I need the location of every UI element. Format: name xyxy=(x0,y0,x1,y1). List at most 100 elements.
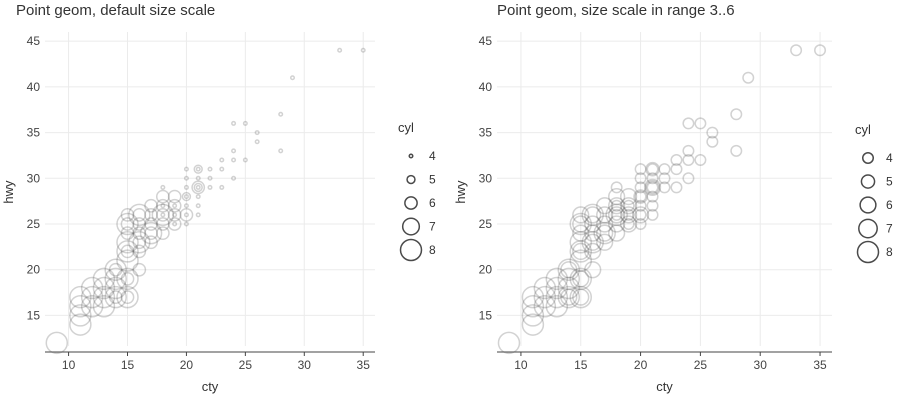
y-tick-label: 45 xyxy=(479,34,493,48)
data-point xyxy=(584,224,602,242)
data-point xyxy=(572,270,590,288)
data-point xyxy=(584,261,602,279)
y-tick-label: 25 xyxy=(479,217,493,231)
data-point xyxy=(814,44,827,57)
legend-label: 5 xyxy=(886,175,893,189)
legend-key-circle xyxy=(858,218,878,239)
data-point xyxy=(183,221,189,227)
data-point xyxy=(139,221,163,245)
data-point xyxy=(569,249,592,272)
data-point xyxy=(596,197,614,215)
data-point xyxy=(155,226,170,241)
data-point xyxy=(155,198,170,213)
legend-key-circle xyxy=(860,174,876,189)
data-point xyxy=(116,231,139,254)
data-point xyxy=(682,172,695,185)
data-point xyxy=(572,215,590,233)
x-tick-label: 15 xyxy=(574,358,588,372)
data-point xyxy=(584,215,602,233)
data-point xyxy=(195,194,201,200)
data-point xyxy=(183,184,189,190)
y-tick-label: 30 xyxy=(479,171,493,185)
data-point xyxy=(646,163,659,176)
data-point xyxy=(569,240,592,263)
data-point xyxy=(572,242,590,261)
y-tick-label: 40 xyxy=(27,80,41,94)
data-point xyxy=(116,267,139,291)
data-point xyxy=(634,208,647,221)
data-point xyxy=(572,224,590,242)
data-point xyxy=(572,206,590,224)
data-point xyxy=(593,221,616,245)
y-tick-label: 35 xyxy=(479,126,493,140)
y-tick-label: 25 xyxy=(27,217,41,231)
data-point xyxy=(730,144,743,157)
data-point xyxy=(183,194,189,200)
legend-key-circle xyxy=(401,217,421,236)
data-point xyxy=(634,172,647,185)
data-point xyxy=(633,189,648,204)
data-point xyxy=(155,217,170,231)
data-point xyxy=(242,120,248,126)
data-point xyxy=(254,139,260,145)
data-point xyxy=(290,75,295,81)
data-point xyxy=(167,207,182,222)
x-tick-label: 25 xyxy=(694,358,708,372)
legend-key-circle xyxy=(404,196,418,210)
data-point xyxy=(172,203,178,209)
data-point xyxy=(694,154,707,166)
chart-panel-1: Point geom, default size scale 10 15 20 25 30… xyxy=(1,2,436,394)
data-point xyxy=(634,190,647,203)
points-group xyxy=(45,47,366,355)
data-point xyxy=(242,157,248,163)
x-tick-label: 10 xyxy=(514,358,528,372)
legend: cyl 4 5 6 7 8 xyxy=(398,120,436,262)
data-point xyxy=(584,242,602,261)
x-tick-label: 15 xyxy=(121,358,135,372)
data-point xyxy=(254,130,260,136)
data-point xyxy=(646,190,659,203)
data-point xyxy=(610,208,623,221)
data-point xyxy=(670,181,683,194)
data-point xyxy=(104,276,127,300)
data-point xyxy=(144,198,158,213)
data-point xyxy=(646,181,659,194)
y-tick-label: 35 xyxy=(27,126,41,140)
y-tick-label: 20 xyxy=(27,263,41,277)
data-point xyxy=(658,163,671,176)
data-point xyxy=(92,276,116,300)
x-tick-label: 20 xyxy=(180,358,194,372)
data-point xyxy=(195,166,201,172)
legend-label: 4 xyxy=(886,151,893,165)
data-point xyxy=(557,285,581,309)
data-point xyxy=(80,295,104,318)
data-point xyxy=(545,295,569,318)
data-point xyxy=(69,304,92,327)
data-point xyxy=(80,276,104,300)
x-tick-label: 35 xyxy=(357,358,371,372)
data-point xyxy=(619,215,638,233)
data-point xyxy=(608,197,626,215)
data-point xyxy=(183,203,189,209)
data-point xyxy=(533,285,557,309)
data-point xyxy=(560,288,578,306)
legend-key-circle xyxy=(406,174,416,185)
data-point xyxy=(231,175,237,181)
legend-title: cyl xyxy=(855,122,871,137)
data-point xyxy=(545,285,569,309)
data-point xyxy=(569,212,592,236)
data-point xyxy=(634,199,647,212)
data-point xyxy=(219,184,225,190)
chart-title: Point geom, default size scale xyxy=(16,2,215,19)
data-point xyxy=(608,215,626,233)
data-point xyxy=(645,180,660,195)
data-point xyxy=(92,267,116,291)
legend-key-circle xyxy=(408,153,414,159)
data-point xyxy=(104,285,127,309)
data-point xyxy=(183,212,189,218)
x-tick-label: 25 xyxy=(239,358,253,372)
data-point xyxy=(104,258,127,281)
data-point xyxy=(596,224,614,242)
